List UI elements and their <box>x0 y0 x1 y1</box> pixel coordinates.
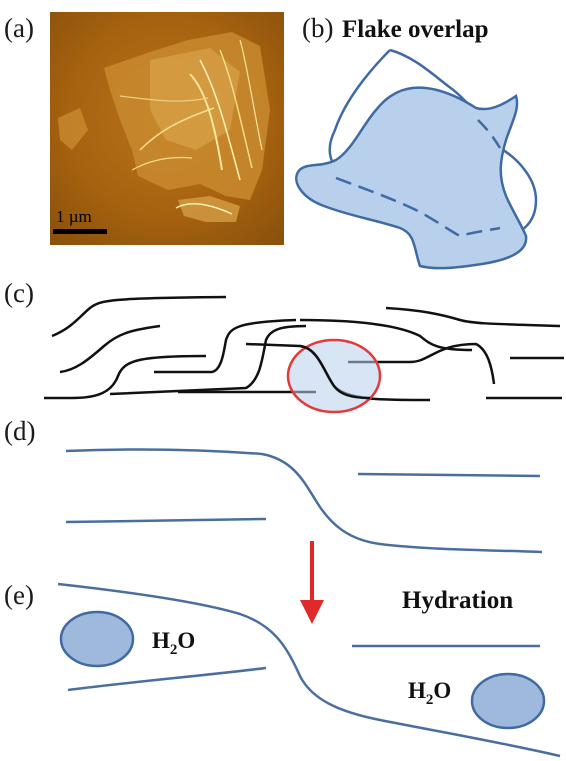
water-label-right: H2O <box>408 678 451 708</box>
dry-sheets-diagram <box>65 448 543 554</box>
scale-bar-label: 1 µm <box>56 207 92 226</box>
water-droplet-right <box>470 672 546 730</box>
panel-label-b: (b) <box>302 13 333 43</box>
stacked-sheets-diagram <box>44 295 564 414</box>
water-label-left: H2O <box>152 628 195 658</box>
afm-image: 1 µm <box>50 12 284 245</box>
panel-label-a: (a) <box>4 13 34 43</box>
flake-overlap-diagram <box>295 48 538 270</box>
hydration-title: Hydration <box>402 587 513 614</box>
water-droplet-left <box>59 610 135 668</box>
panel-label-d: (d) <box>4 416 35 446</box>
panel-label-c: (c) <box>4 278 34 308</box>
hydrated-sheets-diagram <box>57 582 561 758</box>
scale-bar <box>53 229 107 234</box>
highlight-circle <box>286 338 382 414</box>
panel-label-e: (e) <box>4 580 34 610</box>
flake-overlap-title: Flake overlap <box>342 16 489 43</box>
